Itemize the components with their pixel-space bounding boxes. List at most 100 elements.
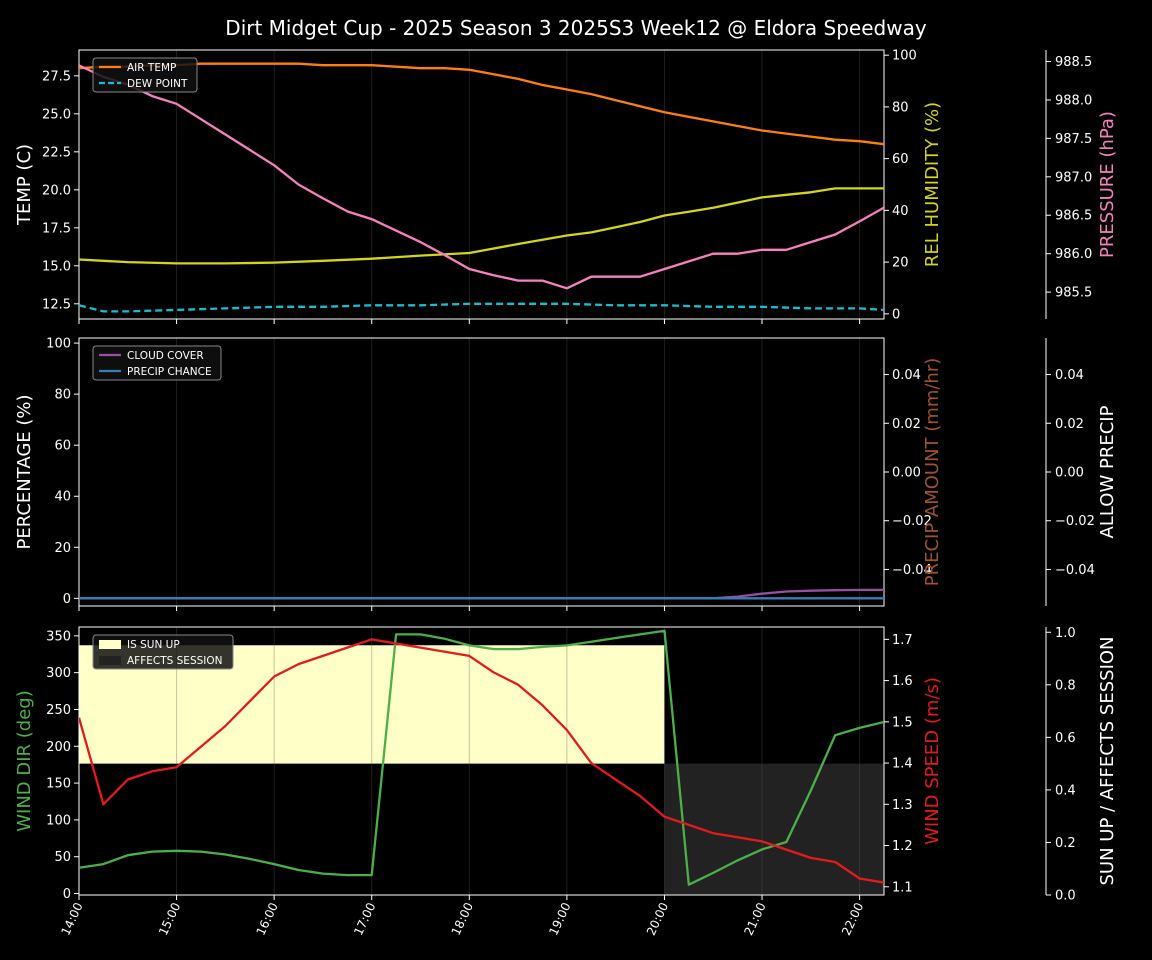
legend-label: DEW POINT — [127, 78, 188, 90]
left-tick-label: 200 — [46, 740, 71, 755]
series-wind-speed — [79, 638, 884, 884]
left-tick-label: 20.0 — [42, 183, 71, 198]
right2-tick-label: 0.00 — [1055, 466, 1084, 481]
right-tick-label: 100 — [892, 49, 917, 64]
right-tick-label: 60 — [892, 152, 909, 167]
chart-title: Dirt Midget Cup - 2025 Season 3 2025S3 W… — [225, 16, 927, 40]
right-tick-label: 40 — [892, 204, 909, 219]
right2-tick-label: 986.5 — [1055, 209, 1092, 224]
x-tick-label: 20:00 — [644, 900, 671, 937]
right-tick-label: 0.04 — [892, 368, 921, 383]
right2-tick-label: 0.4 — [1055, 783, 1076, 798]
left-tick-label: 100 — [46, 337, 71, 352]
left-tick-label: 27.5 — [42, 69, 71, 84]
left-axis-label: TEMP (C) — [14, 144, 35, 226]
panel-precip: 0 20 40 60 80 100 −0.04 −0.02 0.00 0.02 0.04 −0.04 −… — [14, 337, 1118, 611]
right-tick-label: 0.02 — [892, 417, 921, 432]
legend-label: AIR TEMP — [127, 62, 176, 74]
left-tick-label: 20 — [54, 541, 71, 556]
x-tick-label: 16:00 — [254, 900, 281, 937]
right-tick-label: 20 — [892, 256, 909, 271]
x-tick-label: 14:00 — [58, 900, 85, 937]
legend-box — [92, 634, 234, 670]
right2-tick-label: 0.6 — [1055, 731, 1076, 746]
legend-swatch — [99, 640, 121, 649]
right2-tick-label: 0.8 — [1055, 678, 1076, 693]
left-tick-label: 250 — [46, 703, 71, 718]
right2-tick-label: 988.0 — [1055, 93, 1092, 108]
right2-tick-label: 0.02 — [1055, 417, 1084, 432]
left-tick-label: 0 — [63, 887, 71, 902]
left-tick-label: 80 — [54, 388, 71, 403]
left-tick-label: 60 — [54, 439, 71, 454]
right-axis-label: PRECIP AMOUNT (mm/hr) — [922, 358, 943, 587]
right-tick-label: −0.02 — [892, 514, 932, 529]
legend-label: IS SUN UP — [127, 639, 180, 651]
right-tick-label: 80 — [892, 100, 909, 115]
series-cloud-cover — [79, 588, 884, 600]
right-tick-label: 0 — [892, 307, 900, 322]
right2-tick-label: 988.5 — [1055, 55, 1092, 70]
right2-tick-label: 0.0 — [1055, 889, 1076, 904]
left-tick-label: 17.5 — [42, 221, 71, 236]
left-tick-label: 40 — [54, 490, 71, 505]
x-tick-label: 15:00 — [156, 900, 183, 937]
right-axis-label: REL HUMIDITY (%) — [922, 102, 943, 267]
right2-tick-label: 987.0 — [1055, 170, 1092, 185]
legend-label: CLOUD COVER — [127, 350, 204, 362]
right-tick-label: 0.00 — [892, 466, 921, 481]
legend-label: PRECIP CHANCE — [127, 366, 212, 378]
panel-temp: 12.5 15.0 17.5 20.0 22.5 25.0 27.5 0 20 40 60 80 100… — [14, 49, 1118, 324]
series-wind-dir — [79, 629, 884, 886]
right2-tick-label: −0.02 — [1055, 514, 1095, 529]
right2-tick-label: 0.04 — [1055, 368, 1084, 383]
x-tick-label: 18:00 — [449, 900, 476, 937]
left-tick-label: 300 — [46, 666, 71, 681]
right2-axis-label: PRESSURE (hPa) — [1097, 111, 1118, 258]
right2-axis-label: SUN UP / AFFECTS SESSION — [1097, 636, 1118, 885]
panel-wind: 0 50 100 150 200 250 300 350 1.1 1.2 1.3 1.4 1.5 1.6 1… — [14, 626, 1118, 938]
affects-session-region — [664, 763, 884, 895]
legend-box — [92, 345, 222, 381]
left-tick-label: 0 — [63, 592, 71, 607]
series-pressure — [79, 64, 884, 290]
left-axis-label: PERCENTAGE (%) — [14, 394, 35, 549]
plot-frame — [78, 626, 885, 896]
legend: CLOUD COVER PRECIP CHANCE — [92, 345, 222, 381]
x-tick-label: 17:00 — [351, 900, 378, 937]
left-tick-label: 350 — [46, 629, 71, 644]
left-tick-label: 15.0 — [42, 259, 71, 274]
left-tick-label: 100 — [46, 813, 71, 828]
left-tick-label: 150 — [46, 777, 71, 792]
right2-tick-label: 987.5 — [1055, 132, 1092, 147]
right-tick-label: 1.3 — [892, 798, 913, 813]
plot-frame — [78, 49, 885, 320]
right2-tick-label: −0.04 — [1055, 563, 1095, 578]
right2-tick-label: 0.2 — [1055, 836, 1076, 851]
left-tick-label: 22.5 — [42, 145, 71, 160]
right2-tick-label: 986.0 — [1055, 247, 1092, 262]
x-tick-label: 19:00 — [546, 900, 573, 937]
x-tick-label: 21:00 — [741, 900, 768, 937]
series-dew-point — [79, 302, 884, 313]
right-tick-label: 1.7 — [892, 633, 913, 648]
series-rel-humidity — [79, 187, 884, 265]
left-axis-label: WIND DIR (deg) — [14, 690, 35, 832]
x-tick-label: 22:00 — [839, 900, 866, 937]
right2-tick-label: 985.5 — [1055, 286, 1092, 301]
right-tick-label: 1.6 — [892, 674, 913, 689]
legend: AIR TEMP DEW POINT — [92, 57, 198, 93]
legend-swatch — [99, 656, 121, 665]
left-tick-label: 50 — [54, 850, 71, 865]
series-air-temp — [79, 62, 884, 146]
right-tick-label: 1.1 — [892, 880, 913, 895]
left-tick-label: 12.5 — [42, 297, 71, 312]
legend: IS SUN UP AFFECTS SESSION — [92, 634, 234, 670]
right2-tick-label: 1.0 — [1055, 626, 1076, 641]
right2-axis-label: ALLOW PRECIP — [1097, 405, 1118, 538]
right-axis-label: WIND SPEED (m/s) — [922, 677, 943, 845]
legend-label: AFFECTS SESSION — [127, 655, 223, 667]
right-tick-label: −0.04 — [892, 563, 932, 578]
right-tick-label: 1.4 — [892, 757, 913, 772]
